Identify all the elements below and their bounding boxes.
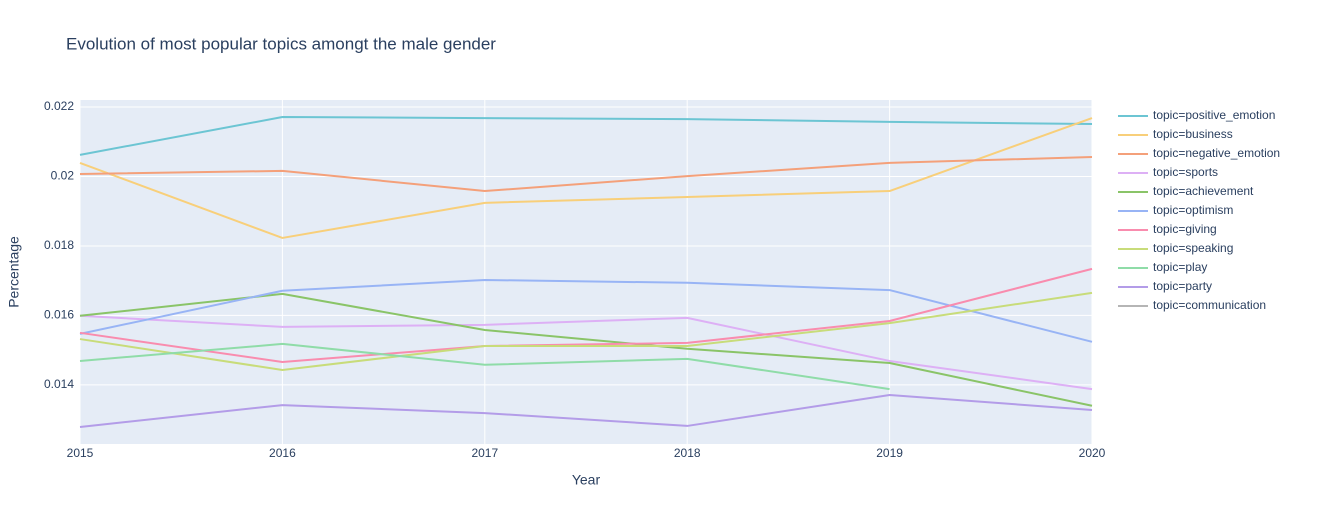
y-axis-title: Percentage [6,236,22,308]
legend-label: topic=positive_emotion [1153,108,1275,122]
series-line [79,278,1093,343]
x-axis-title: Year [572,472,601,488]
legend-label: topic=business [1153,127,1233,141]
y-tick-label: 0.018 [44,238,74,252]
legend-label: topic=optimism [1153,203,1233,217]
plot-background [80,100,1092,444]
legend-label: topic=party [1153,279,1212,293]
chart-title: Evolution of most popular topics amongt … [66,34,496,53]
y-tick-label: 0.022 [44,99,74,113]
legend-label: topic=speaking [1153,241,1233,255]
series-line [79,117,1093,239]
series-line [79,267,1093,363]
y-tick-label: 0.02 [51,169,75,183]
series-line [79,291,1093,371]
y-tick-label: 0.016 [44,308,74,322]
series-line [79,342,890,391]
legend-label: topic=sports [1153,165,1218,179]
x-tick-label: 2018 [674,446,701,460]
legend-label: topic=giving [1153,222,1217,236]
x-tick-label: 2019 [876,446,903,460]
series-line [79,314,1093,391]
legend-label: topic=play [1153,260,1207,274]
legend-label: topic=communication [1153,298,1266,312]
x-tick-label: 2017 [471,446,498,460]
x-tick-label: 2020 [1079,446,1106,460]
y-tick-label: 0.014 [44,377,74,391]
legend-label: topic=negative_emotion [1153,146,1280,160]
series-line [79,155,1093,193]
x-tick-label: 2016 [269,446,296,460]
series-line [79,116,1093,156]
x-tick-label: 2015 [67,446,94,460]
series-line [79,394,1093,428]
legend-label: topic=achievement [1153,184,1254,198]
